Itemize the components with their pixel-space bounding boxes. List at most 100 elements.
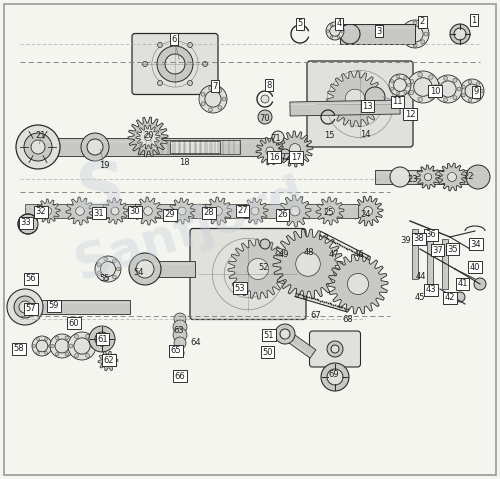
- Circle shape: [176, 349, 184, 357]
- Circle shape: [407, 26, 423, 42]
- Text: 54: 54: [134, 268, 144, 276]
- Circle shape: [104, 277, 108, 281]
- Circle shape: [16, 125, 60, 169]
- Circle shape: [457, 87, 461, 91]
- Text: 17: 17: [290, 153, 302, 161]
- Text: 19: 19: [99, 161, 109, 170]
- Circle shape: [414, 78, 432, 96]
- Circle shape: [410, 90, 414, 95]
- FancyBboxPatch shape: [190, 228, 306, 319]
- Circle shape: [450, 24, 470, 44]
- Text: 9: 9: [474, 88, 478, 96]
- Circle shape: [455, 292, 465, 302]
- Polygon shape: [102, 198, 128, 224]
- Circle shape: [116, 267, 120, 271]
- Polygon shape: [442, 239, 448, 289]
- Circle shape: [405, 24, 409, 28]
- Circle shape: [48, 344, 51, 347]
- Circle shape: [454, 28, 466, 40]
- Text: 34: 34: [470, 240, 482, 249]
- Circle shape: [81, 133, 109, 161]
- Text: 61: 61: [97, 335, 108, 343]
- Circle shape: [95, 332, 109, 346]
- Circle shape: [389, 74, 411, 96]
- Circle shape: [364, 206, 372, 216]
- Polygon shape: [282, 330, 316, 358]
- Circle shape: [275, 324, 295, 344]
- Text: 66: 66: [174, 372, 186, 380]
- Text: 38: 38: [414, 234, 424, 243]
- Polygon shape: [412, 229, 418, 279]
- Circle shape: [424, 173, 432, 181]
- Circle shape: [407, 71, 439, 103]
- Text: 37: 37: [432, 246, 443, 254]
- Circle shape: [50, 334, 74, 358]
- Circle shape: [280, 149, 290, 159]
- Circle shape: [97, 272, 100, 275]
- Circle shape: [296, 252, 320, 276]
- Text: 10: 10: [430, 87, 440, 95]
- Text: 30: 30: [130, 207, 140, 216]
- Circle shape: [434, 85, 438, 89]
- Circle shape: [331, 345, 339, 353]
- Circle shape: [480, 89, 483, 93]
- Circle shape: [214, 207, 222, 215]
- Circle shape: [421, 40, 425, 44]
- Circle shape: [396, 75, 400, 78]
- Circle shape: [390, 167, 410, 187]
- Polygon shape: [279, 195, 311, 227]
- Circle shape: [44, 207, 52, 215]
- Text: 29: 29: [165, 210, 175, 219]
- Circle shape: [404, 90, 407, 93]
- Circle shape: [173, 328, 187, 342]
- Circle shape: [330, 26, 340, 36]
- Text: 6: 6: [172, 35, 176, 44]
- Text: 49: 49: [279, 251, 289, 259]
- Circle shape: [178, 207, 186, 215]
- Text: 1: 1: [472, 16, 476, 24]
- Polygon shape: [427, 234, 433, 284]
- Text: 44: 44: [416, 273, 426, 281]
- Circle shape: [199, 85, 227, 113]
- Circle shape: [444, 76, 448, 80]
- Circle shape: [7, 289, 43, 325]
- Circle shape: [468, 80, 471, 83]
- Circle shape: [474, 278, 486, 290]
- Polygon shape: [140, 261, 195, 277]
- Text: 18: 18: [178, 159, 190, 167]
- Polygon shape: [316, 197, 344, 225]
- Polygon shape: [140, 140, 240, 154]
- Circle shape: [24, 133, 52, 161]
- Circle shape: [32, 336, 52, 356]
- Text: 5: 5: [298, 20, 302, 28]
- Circle shape: [330, 23, 332, 26]
- Circle shape: [466, 165, 490, 189]
- Circle shape: [462, 93, 465, 97]
- Circle shape: [345, 89, 365, 109]
- Text: 55: 55: [100, 274, 110, 283]
- Circle shape: [218, 88, 222, 92]
- Polygon shape: [340, 24, 415, 44]
- Text: 25: 25: [324, 208, 334, 217]
- Text: 64: 64: [190, 338, 202, 347]
- Circle shape: [401, 20, 429, 48]
- Circle shape: [218, 106, 222, 110]
- Circle shape: [56, 353, 59, 356]
- Polygon shape: [256, 137, 284, 165]
- Circle shape: [14, 296, 36, 318]
- Text: 43: 43: [426, 285, 436, 294]
- FancyBboxPatch shape: [307, 61, 413, 147]
- Text: 35: 35: [447, 245, 458, 253]
- Polygon shape: [134, 197, 162, 225]
- Text: 14: 14: [360, 130, 370, 138]
- Text: 7: 7: [212, 82, 218, 91]
- Circle shape: [44, 352, 48, 354]
- Circle shape: [205, 91, 221, 107]
- Polygon shape: [416, 165, 440, 189]
- Polygon shape: [242, 198, 268, 224]
- Circle shape: [465, 84, 479, 98]
- Text: 52: 52: [259, 263, 269, 272]
- Text: 70: 70: [260, 114, 270, 123]
- Polygon shape: [25, 204, 358, 218]
- Circle shape: [410, 79, 414, 84]
